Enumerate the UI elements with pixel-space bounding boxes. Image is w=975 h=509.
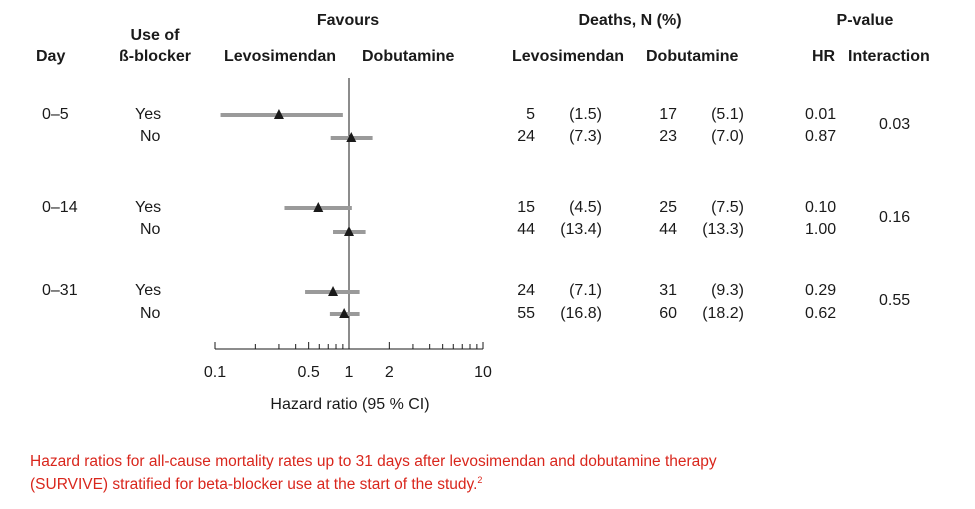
beta-blocker-use: Yes bbox=[135, 282, 162, 299]
levo-deaths-n: 24 bbox=[517, 128, 535, 145]
day-label: 0–14 bbox=[42, 199, 78, 216]
dobu-deaths-n: 60 bbox=[659, 305, 677, 322]
levo-deaths-pct: (4.5) bbox=[569, 199, 602, 216]
tick-label: 2 bbox=[385, 364, 394, 381]
header-favours-levosimendan: Levosimendan bbox=[224, 48, 337, 65]
dobu-deaths-n: 17 bbox=[659, 106, 677, 123]
header-beta-blocker-line2: ß-blocker bbox=[118, 48, 191, 65]
tick-label: 1 bbox=[345, 364, 354, 381]
levo-deaths-n: 24 bbox=[517, 282, 535, 299]
tick-label: 0.1 bbox=[204, 364, 226, 381]
header-interaction: Interaction bbox=[848, 48, 930, 65]
hr-pvalue: 0.01 bbox=[805, 106, 837, 123]
header-pvalue: P-value bbox=[836, 12, 894, 29]
hr-marker bbox=[346, 132, 357, 142]
hr-pvalue: 1.00 bbox=[805, 221, 837, 238]
dobu-deaths-pct: (18.2) bbox=[702, 305, 744, 322]
levo-deaths-pct: (1.5) bbox=[569, 106, 602, 123]
header-deaths-dobutamine: Dobutamine bbox=[646, 48, 739, 65]
dobu-deaths-n: 23 bbox=[659, 128, 677, 145]
day-label: 0–5 bbox=[42, 106, 69, 123]
levo-deaths-n: 5 bbox=[526, 106, 535, 123]
dobu-deaths-pct: (7.5) bbox=[711, 199, 744, 216]
header-favours-dobutamine: Dobutamine bbox=[362, 48, 455, 65]
dobu-deaths-pct: (5.1) bbox=[711, 106, 744, 123]
interaction-pvalue: 0.16 bbox=[879, 209, 911, 226]
tick-label: 10 bbox=[474, 364, 492, 381]
levo-deaths-pct: (7.1) bbox=[569, 282, 602, 299]
beta-blocker-use: Yes bbox=[135, 199, 162, 216]
levo-deaths-n: 44 bbox=[517, 221, 535, 238]
levo-deaths-n: 15 bbox=[517, 199, 535, 216]
hr-pvalue: 0.87 bbox=[805, 128, 837, 145]
forest-plot: 0.1 0.5 1 2 10 bbox=[204, 78, 492, 381]
dobu-deaths-n: 25 bbox=[659, 199, 677, 216]
header-day: Day bbox=[36, 48, 66, 65]
levo-deaths-n: 55 bbox=[517, 305, 535, 322]
beta-blocker-use: No bbox=[140, 221, 161, 238]
header-deaths: Deaths, N (%) bbox=[578, 12, 682, 29]
tick-label: 0.5 bbox=[298, 364, 320, 381]
hr-pvalue: 0.10 bbox=[805, 199, 837, 216]
dobu-deaths-n: 31 bbox=[659, 282, 677, 299]
hr-pvalue: 0.29 bbox=[805, 282, 837, 299]
dobu-deaths-pct: (13.3) bbox=[702, 221, 744, 238]
header-deaths-levosimendan: Levosimendan bbox=[512, 48, 625, 65]
dobu-deaths-pct: (7.0) bbox=[711, 128, 744, 145]
hr-marker bbox=[313, 202, 324, 212]
dobu-deaths-n: 44 bbox=[659, 221, 677, 238]
header-beta-blocker-line1: Use of bbox=[130, 27, 180, 44]
hr-marker bbox=[273, 109, 284, 119]
interaction-pvalue: 0.55 bbox=[879, 292, 911, 309]
levo-deaths-pct: (13.4) bbox=[560, 221, 602, 238]
hr-pvalue: 0.62 bbox=[805, 305, 837, 322]
interaction-pvalue: 0.03 bbox=[879, 116, 911, 133]
hr-marker bbox=[328, 286, 339, 296]
x-axis-label: Hazard ratio (95 % CI) bbox=[270, 396, 430, 413]
hr-marker bbox=[339, 308, 350, 318]
figure-caption: Hazard ratios for all-cause mortality ra… bbox=[30, 452, 750, 494]
beta-blocker-use: No bbox=[140, 128, 161, 145]
day-label: 0–31 bbox=[42, 282, 78, 299]
beta-blocker-use: No bbox=[140, 305, 161, 322]
hr-marker bbox=[344, 226, 354, 236]
dobu-deaths-pct: (9.3) bbox=[711, 282, 744, 299]
beta-blocker-use: Yes bbox=[135, 106, 162, 123]
header-hr: HR bbox=[812, 48, 836, 65]
levo-deaths-pct: (7.3) bbox=[569, 128, 602, 145]
caption-text: Hazard ratios for all-cause mortality ra… bbox=[30, 453, 717, 494]
caption-reference: 2 bbox=[477, 475, 483, 485]
header-favours: Favours bbox=[316, 12, 380, 29]
levo-deaths-pct: (16.8) bbox=[560, 305, 602, 322]
